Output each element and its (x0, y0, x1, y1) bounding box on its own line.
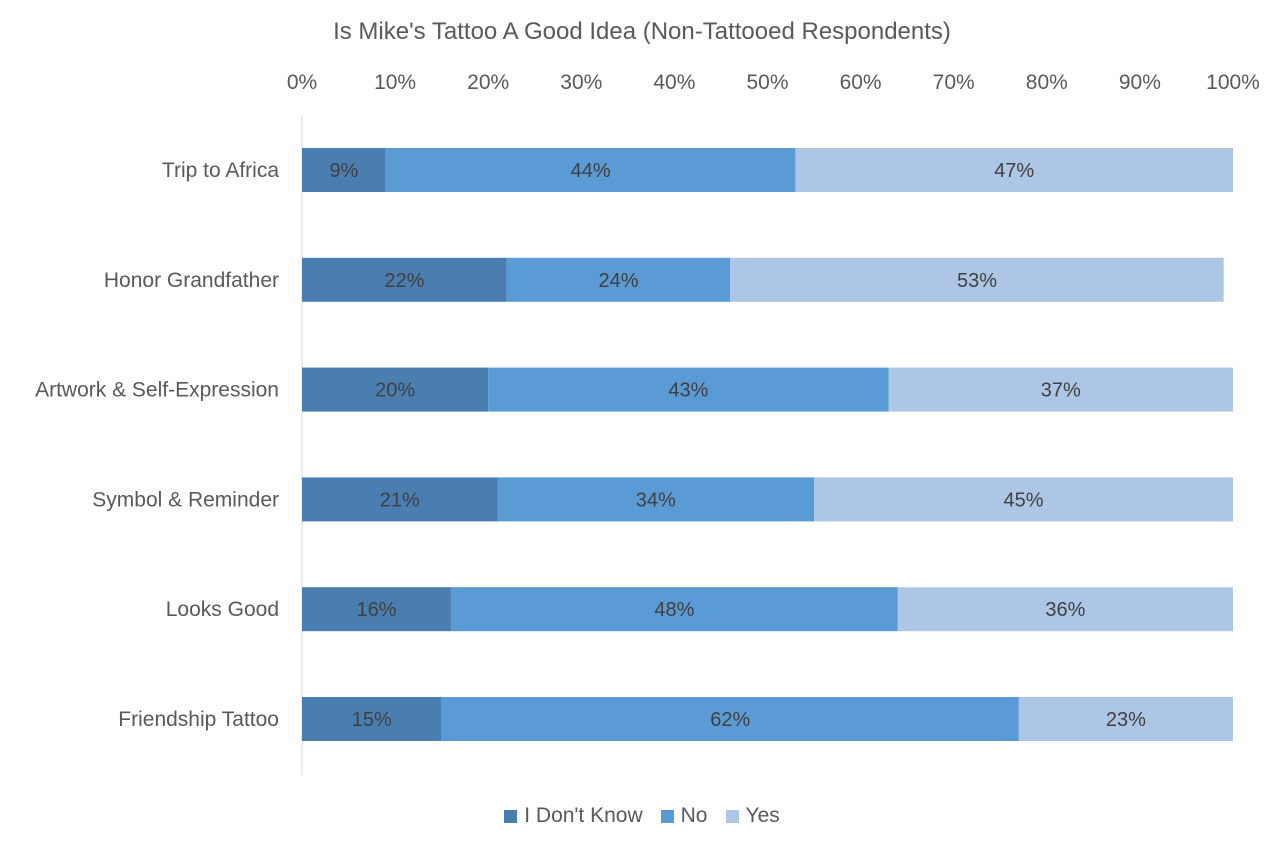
x-tick-label: 50% (746, 71, 788, 94)
data-label: 23% (1106, 709, 1146, 731)
data-label: 47% (994, 160, 1034, 182)
data-label: 43% (668, 380, 708, 402)
data-label: 36% (1045, 599, 1085, 621)
legend-label: I Don't Know (524, 804, 643, 827)
legend-swatch (660, 809, 674, 823)
category-label: Honor Grandfather (104, 269, 279, 292)
legend: I Don't Know No Yes (0, 804, 1284, 828)
category-label: Looks Good (166, 598, 279, 621)
bar-segment (497, 477, 815, 522)
bar-segment (302, 148, 386, 192)
bar-segment (302, 257, 507, 302)
data-label: 22% (384, 270, 424, 292)
x-tick-label: 100% (1206, 71, 1260, 94)
bar-segment (1018, 697, 1233, 741)
x-tick-label: 70% (933, 71, 975, 94)
data-label: 24% (599, 270, 639, 292)
legend-item: I Don't Know (504, 804, 643, 828)
bar-segment (302, 477, 498, 522)
x-tick-label: 90% (1119, 71, 1161, 94)
bar-segment (814, 477, 1233, 522)
legend-item: No (660, 804, 708, 828)
legend-label: No (680, 804, 708, 827)
x-tick-label: 60% (840, 71, 882, 94)
category-label: Friendship Tattoo (118, 708, 279, 731)
data-label: 34% (636, 489, 676, 511)
x-tick-label: 0% (287, 71, 317, 94)
bar-segment (302, 367, 489, 412)
bar-segment (730, 257, 1224, 302)
x-tick-label: 80% (1026, 71, 1068, 94)
data-label: 15% (352, 709, 392, 731)
data-label: 37% (1041, 380, 1081, 402)
data-label: 45% (1004, 489, 1044, 511)
data-label: 53% (957, 270, 997, 292)
legend-swatch (725, 809, 739, 823)
legend-swatch (504, 809, 518, 823)
bar-segment (302, 587, 451, 632)
data-label: 9% (329, 160, 358, 182)
bar-segment (488, 367, 889, 412)
x-tick-label: 20% (467, 71, 509, 94)
bar-segment (302, 697, 442, 741)
x-tick-label: 30% (560, 71, 602, 94)
bar-segment (450, 587, 898, 632)
data-label: 44% (571, 160, 611, 182)
data-label: 20% (375, 380, 415, 402)
category-label: Trip to Africa (162, 159, 279, 182)
bar-segment (385, 148, 796, 192)
chart-title: Is Mike's Tattoo A Good Idea (Non-Tattoo… (333, 18, 951, 45)
x-tick-label: 10% (374, 71, 416, 94)
bar-segment (795, 148, 1233, 192)
legend-label: Yes (745, 804, 780, 827)
category-label: Symbol & Reminder (92, 488, 279, 511)
data-label: 48% (654, 599, 694, 621)
data-label: 62% (710, 709, 750, 731)
bar-segment (441, 697, 1019, 741)
data-label: 16% (356, 599, 396, 621)
bar-segment (888, 367, 1233, 412)
bar-segment (897, 587, 1233, 632)
data-label: 21% (380, 489, 420, 511)
category-label: Artwork & Self-Expression (35, 379, 279, 402)
legend-item: Yes (725, 804, 780, 828)
bar-segment (506, 257, 731, 302)
x-tick-label: 40% (653, 71, 695, 94)
